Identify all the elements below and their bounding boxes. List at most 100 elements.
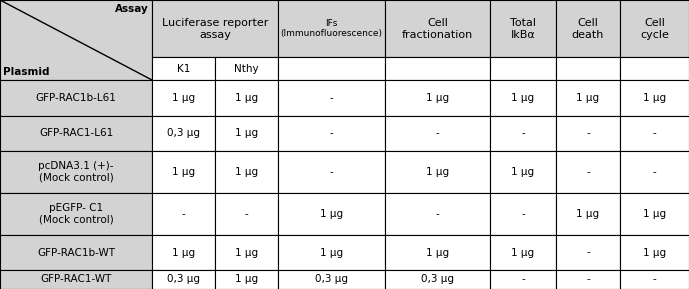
- Bar: [620, 57, 689, 80]
- Bar: [385, 57, 490, 80]
- Text: GFP-RAC1b-WT: GFP-RAC1b-WT: [37, 247, 115, 257]
- Bar: [490, 0, 556, 57]
- Bar: [490, 193, 556, 235]
- Bar: [385, 80, 490, 116]
- Text: -: -: [182, 209, 185, 219]
- Text: -: -: [435, 129, 440, 138]
- Text: 1 μg: 1 μg: [426, 247, 449, 257]
- Text: -: -: [586, 247, 590, 257]
- Bar: [0, 270, 152, 289]
- Text: 1 μg: 1 μg: [643, 209, 666, 219]
- Text: -: -: [586, 167, 590, 177]
- Bar: [278, 193, 385, 235]
- Bar: [556, 193, 620, 235]
- Text: GFP-RAC1-L61: GFP-RAC1-L61: [39, 129, 113, 138]
- Text: 1 μg: 1 μg: [172, 247, 195, 257]
- Text: -: -: [652, 167, 657, 177]
- Text: 1 μg: 1 μg: [235, 129, 258, 138]
- Text: 1 μg: 1 μg: [643, 247, 666, 257]
- Bar: [152, 0, 278, 57]
- Bar: [278, 270, 385, 289]
- Bar: [620, 151, 689, 193]
- Bar: [278, 151, 385, 193]
- Text: Plasmid: Plasmid: [3, 67, 50, 77]
- Bar: [278, 116, 385, 151]
- Bar: [0, 0, 152, 80]
- Text: 0,3 μg: 0,3 μg: [167, 129, 200, 138]
- Bar: [215, 57, 278, 80]
- Text: 1 μg: 1 μg: [235, 247, 258, 257]
- Bar: [0, 116, 152, 151]
- Bar: [556, 270, 620, 289]
- Bar: [152, 57, 215, 80]
- Text: Total
IkBα: Total IkBα: [510, 18, 536, 40]
- Text: -: -: [329, 93, 333, 103]
- Text: -: -: [652, 275, 657, 284]
- Text: 1 μg: 1 μg: [643, 93, 666, 103]
- Bar: [620, 116, 689, 151]
- Text: 1 μg: 1 μg: [511, 167, 535, 177]
- Text: Cell
cycle: Cell cycle: [640, 18, 669, 40]
- Bar: [152, 151, 215, 193]
- Bar: [620, 0, 689, 57]
- Text: K1: K1: [177, 64, 190, 73]
- Bar: [556, 151, 620, 193]
- Bar: [215, 235, 278, 270]
- Text: GFP-RAC1-WT: GFP-RAC1-WT: [41, 275, 112, 284]
- Bar: [385, 151, 490, 193]
- Bar: [490, 151, 556, 193]
- Text: 0,3 μg: 0,3 μg: [315, 275, 348, 284]
- Bar: [490, 270, 556, 289]
- Bar: [385, 0, 490, 57]
- Text: 1 μg: 1 μg: [172, 93, 195, 103]
- Text: 0,3 μg: 0,3 μg: [421, 275, 454, 284]
- Bar: [152, 193, 215, 235]
- Text: -: -: [329, 129, 333, 138]
- Bar: [620, 80, 689, 116]
- Bar: [0, 80, 152, 116]
- Text: 1 μg: 1 μg: [426, 93, 449, 103]
- Bar: [620, 193, 689, 235]
- Text: -: -: [586, 129, 590, 138]
- Bar: [556, 80, 620, 116]
- Text: pcDNA3.1 (+)-
(Mock control): pcDNA3.1 (+)- (Mock control): [39, 161, 114, 183]
- Bar: [385, 116, 490, 151]
- Text: Luciferase reporter
assay: Luciferase reporter assay: [162, 18, 268, 40]
- Bar: [0, 151, 152, 193]
- Text: Assay: Assay: [115, 4, 149, 14]
- Bar: [152, 270, 215, 289]
- Text: 1 μg: 1 μg: [577, 209, 599, 219]
- Text: -: -: [521, 209, 525, 219]
- Bar: [490, 80, 556, 116]
- Bar: [490, 57, 556, 80]
- Bar: [385, 270, 490, 289]
- Bar: [490, 116, 556, 151]
- Text: 1 μg: 1 μg: [235, 275, 258, 284]
- Bar: [215, 116, 278, 151]
- Text: pEGFP- C1
(Mock control): pEGFP- C1 (Mock control): [39, 203, 114, 225]
- Bar: [620, 270, 689, 289]
- Text: Cell
death: Cell death: [572, 18, 604, 40]
- Bar: [278, 235, 385, 270]
- Text: -: -: [586, 275, 590, 284]
- Bar: [556, 116, 620, 151]
- Text: 1 μg: 1 μg: [235, 93, 258, 103]
- Bar: [556, 235, 620, 270]
- Bar: [620, 235, 689, 270]
- Text: Cell
fractionation: Cell fractionation: [402, 18, 473, 40]
- Text: 1 μg: 1 μg: [320, 247, 343, 257]
- Bar: [385, 193, 490, 235]
- Bar: [152, 235, 215, 270]
- Bar: [556, 57, 620, 80]
- Bar: [215, 151, 278, 193]
- Text: 1 μg: 1 μg: [235, 167, 258, 177]
- Bar: [215, 193, 278, 235]
- Bar: [278, 80, 385, 116]
- Bar: [0, 193, 152, 235]
- Text: GFP-RAC1b-L61: GFP-RAC1b-L61: [36, 93, 116, 103]
- Text: -: -: [329, 167, 333, 177]
- Text: -: -: [245, 209, 248, 219]
- Bar: [278, 0, 385, 57]
- Text: 1 μg: 1 μg: [511, 247, 535, 257]
- Text: 0,3 μg: 0,3 μg: [167, 275, 200, 284]
